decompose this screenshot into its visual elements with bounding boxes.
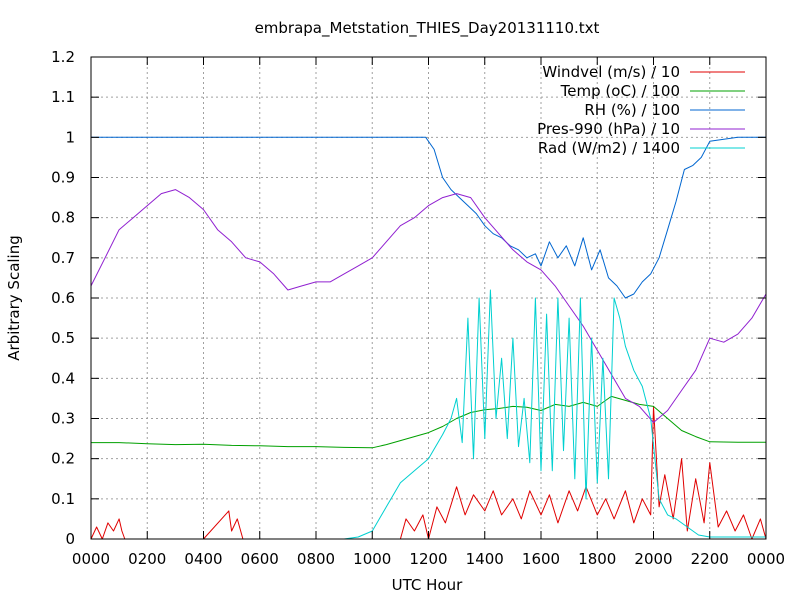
y-tick-label: 0.3 bbox=[51, 410, 75, 428]
legend-entry-label: Rad (W/m2) / 1400 bbox=[538, 139, 680, 157]
series-line bbox=[91, 136, 766, 299]
x-tick-label: 1400 bbox=[466, 550, 504, 568]
legend-entry-label: Windvel (m/s) / 10 bbox=[542, 63, 680, 81]
y-tick-label: 0 bbox=[65, 530, 75, 548]
x-tick-label: 1000 bbox=[353, 550, 391, 568]
x-tick-label: 1800 bbox=[578, 550, 616, 568]
x-tick-label: 0600 bbox=[241, 550, 279, 568]
y-tick-label: 0.5 bbox=[51, 329, 75, 347]
x-tick-label: 0000 bbox=[747, 550, 785, 568]
legend-entry-label: Temp (oC) / 100 bbox=[560, 82, 680, 100]
y-tick-label: 0.6 bbox=[51, 289, 75, 307]
y-tick-label: 1 bbox=[65, 128, 75, 146]
x-tick-label: 0400 bbox=[184, 550, 222, 568]
series-line bbox=[90, 189, 767, 423]
y-tick-label: 0.9 bbox=[51, 169, 75, 187]
y-axis: 0 0.1 0.2 0.3 0.4 0.5 0.6 0.7 0.8 0.9 1 1.1 1.2 bbox=[51, 48, 766, 548]
y-tick-label: 0.1 bbox=[51, 490, 75, 508]
x-tick-label: 2000 bbox=[634, 550, 672, 568]
series-line bbox=[91, 395, 766, 449]
y-tick-label: 0.7 bbox=[51, 249, 75, 267]
x-axis: 0000 0200 0400 0600 0800 1000 1200 1400 1600 1800… bbox=[72, 57, 785, 568]
x-axis-label: UTC Hour bbox=[392, 576, 463, 594]
y-tick-label: 1.1 bbox=[51, 88, 75, 106]
x-tick-label: 0800 bbox=[297, 550, 335, 568]
y-tick-label: 0.2 bbox=[51, 450, 75, 468]
x-tick-label: 1200 bbox=[409, 550, 447, 568]
y-tick-label: 0.4 bbox=[51, 369, 75, 387]
chart-title: embrapa_Metstation_THIES_Day20131110.txt bbox=[255, 19, 600, 38]
series-line bbox=[91, 289, 766, 540]
legend-entry-label: RH (%) / 100 bbox=[584, 101, 680, 119]
x-tick-label: 0200 bbox=[128, 550, 166, 568]
y-tick-label: 0.8 bbox=[51, 209, 75, 227]
y-axis-label: Arbitrary Scaling bbox=[5, 235, 23, 361]
x-tick-label: 2200 bbox=[691, 550, 729, 568]
y-tick-label: 1.2 bbox=[51, 48, 75, 66]
x-tick-label: 0000 bbox=[72, 550, 110, 568]
series-line bbox=[90, 405, 767, 540]
x-tick-label: 1600 bbox=[522, 550, 560, 568]
series-layer bbox=[90, 136, 767, 540]
legend-entry-label: Pres-990 (hPa) / 10 bbox=[537, 120, 680, 138]
